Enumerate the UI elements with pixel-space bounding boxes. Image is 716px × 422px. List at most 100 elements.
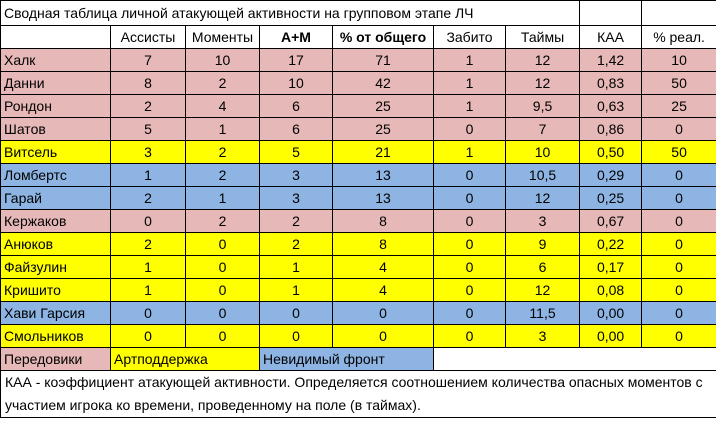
a-plus-m-cell: 3 bbox=[259, 186, 333, 210]
goals-cell: 0 bbox=[433, 255, 506, 279]
header-kaa: КАА bbox=[579, 25, 643, 49]
percent-total-cell: 21 bbox=[332, 140, 434, 164]
percent-total-cell: 13 bbox=[332, 163, 434, 187]
table-row: Ломбертс 1 2 3 13 0 10,5 0,29 0 bbox=[0, 163, 716, 187]
percent-realized-cell: 0 bbox=[641, 301, 716, 325]
percent-realized-cell: 25 bbox=[641, 94, 716, 118]
goals-cell: 0 bbox=[433, 278, 506, 302]
percent-realized-cell: 50 bbox=[641, 140, 716, 164]
halves-cell: 3 bbox=[504, 324, 581, 348]
table-row: Смольников 0 0 0 0 0 3 0,00 0 bbox=[0, 324, 716, 348]
kaa-cell: 0,50 bbox=[579, 140, 643, 164]
halves-cell: 3 bbox=[504, 209, 581, 233]
halves-cell: 9 bbox=[504, 232, 581, 256]
percent-realized-cell: 0 bbox=[641, 163, 716, 187]
player-name-cell: Кришито bbox=[0, 278, 111, 302]
player-name-cell: Файзулин bbox=[0, 255, 111, 279]
percent-total-cell: 25 bbox=[332, 117, 434, 141]
empty-cell bbox=[433, 347, 716, 371]
player-name-cell: Анюков bbox=[0, 232, 111, 256]
percent-realized-cell: 0 bbox=[641, 278, 716, 302]
table-title: Сводная таблица личной атакующей активно… bbox=[0, 0, 581, 26]
chances-cell: 0 bbox=[185, 324, 260, 348]
halves-cell: 12 bbox=[504, 278, 581, 302]
player-name-cell: Гарай bbox=[0, 186, 111, 210]
legend-support: Артподдержка bbox=[110, 347, 260, 371]
a-plus-m-cell: 0 bbox=[259, 301, 333, 325]
assists-cell: 0 bbox=[110, 209, 186, 233]
goals-cell: 1 bbox=[433, 71, 506, 95]
table-row: Файзулин 1 0 1 4 0 6 0,17 0 bbox=[0, 255, 716, 279]
percent-total-cell: 71 bbox=[332, 48, 434, 72]
chances-cell: 2 bbox=[185, 140, 260, 164]
table-row: Кришито 1 0 1 4 0 12 0,08 0 bbox=[0, 278, 716, 302]
percent-total-cell: 13 bbox=[332, 186, 434, 210]
empty-cell bbox=[579, 0, 643, 26]
goals-cell: 0 bbox=[433, 186, 506, 210]
chances-cell: 1 bbox=[185, 117, 260, 141]
kaa-cell: 0,86 bbox=[579, 117, 643, 141]
table-row: Халк 7 10 17 71 1 12 1,42 10 bbox=[0, 48, 716, 72]
percent-total-cell: 25 bbox=[332, 94, 434, 118]
a-plus-m-cell: 17 bbox=[259, 48, 333, 72]
chances-cell: 2 bbox=[185, 163, 260, 187]
header-cell bbox=[0, 25, 111, 49]
kaa-cell: 0,17 bbox=[579, 255, 643, 279]
halves-cell: 6 bbox=[504, 255, 581, 279]
percent-realized-cell: 0 bbox=[641, 209, 716, 233]
player-name-cell: Халк bbox=[0, 48, 111, 72]
chances-cell: 2 bbox=[185, 71, 260, 95]
percent-realized-cell: 0 bbox=[641, 186, 716, 210]
halves-cell: 12 bbox=[504, 48, 581, 72]
header-chances: Моменты bbox=[185, 25, 260, 49]
goals-cell: 0 bbox=[433, 324, 506, 348]
a-plus-m-cell: 6 bbox=[259, 117, 333, 141]
kaa-cell: 0,67 bbox=[579, 209, 643, 233]
table-row: Рондон 2 4 6 25 1 9,5 0,63 25 bbox=[0, 94, 716, 118]
a-plus-m-cell: 1 bbox=[259, 278, 333, 302]
percent-realized-cell: 0 bbox=[641, 117, 716, 141]
assists-cell: 1 bbox=[110, 163, 186, 187]
a-plus-m-cell: 2 bbox=[259, 232, 333, 256]
player-name-cell: Шатов bbox=[0, 117, 111, 141]
kaa-cell: 0,29 bbox=[579, 163, 643, 187]
a-plus-m-cell: 2 bbox=[259, 209, 333, 233]
a-plus-m-cell: 6 bbox=[259, 94, 333, 118]
halves-cell: 10 bbox=[504, 140, 581, 164]
kaa-cell: 0,83 bbox=[579, 71, 643, 95]
percent-realized-cell: 10 bbox=[641, 48, 716, 72]
note-row: КАА - коэффициент атакующей активности. … bbox=[0, 370, 716, 418]
chances-cell: 10 bbox=[185, 48, 260, 72]
header-halves: Таймы bbox=[504, 25, 581, 49]
player-name-cell: Рондон bbox=[0, 94, 111, 118]
chances-cell: 1 bbox=[185, 186, 260, 210]
chances-cell: 2 bbox=[185, 209, 260, 233]
kaa-cell: 0,63 bbox=[579, 94, 643, 118]
percent-total-cell: 4 bbox=[332, 278, 434, 302]
a-plus-m-cell: 10 bbox=[259, 71, 333, 95]
halves-cell: 7 bbox=[504, 117, 581, 141]
percent-realized-cell: 0 bbox=[641, 255, 716, 279]
table-row: Гарай 2 1 3 13 0 12 0,25 0 bbox=[0, 186, 716, 210]
assists-cell: 2 bbox=[110, 232, 186, 256]
assists-cell: 5 bbox=[110, 117, 186, 141]
percent-total-cell: 4 bbox=[332, 255, 434, 279]
goals-cell: 0 bbox=[433, 232, 506, 256]
assists-cell: 0 bbox=[110, 324, 186, 348]
halves-cell: 10,5 bbox=[504, 163, 581, 187]
table-row: Кержаков 0 2 2 8 0 3 0,67 0 bbox=[0, 209, 716, 233]
percent-total-cell: 8 bbox=[332, 232, 434, 256]
chances-cell: 0 bbox=[185, 301, 260, 325]
player-name-cell: Хави Гарсия bbox=[0, 301, 111, 325]
chances-cell: 0 bbox=[185, 278, 260, 302]
header-goals: Забито bbox=[433, 25, 506, 49]
kaa-cell: 0,00 bbox=[579, 301, 643, 325]
assists-cell: 3 bbox=[110, 140, 186, 164]
halves-cell: 11,5 bbox=[504, 301, 581, 325]
kaa-cell: 1,42 bbox=[579, 48, 643, 72]
table-row: Шатов 5 1 6 25 0 7 0,86 0 bbox=[0, 117, 716, 141]
kaa-cell: 0,25 bbox=[579, 186, 643, 210]
assists-cell: 2 bbox=[110, 94, 186, 118]
